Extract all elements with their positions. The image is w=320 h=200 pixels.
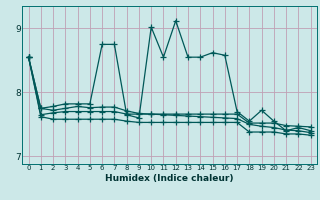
X-axis label: Humidex (Indice chaleur): Humidex (Indice chaleur)	[105, 174, 234, 183]
